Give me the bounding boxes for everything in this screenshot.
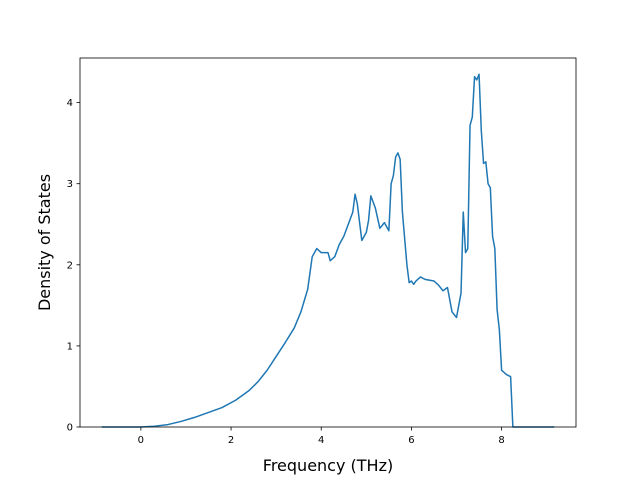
x-tick-label: 8 [498, 435, 504, 446]
ticks-layer: 0 2 4 6 8 0 1 2 3 4 [67, 98, 505, 446]
y-tick-label: 4 [67, 98, 73, 109]
x-tick-label: 2 [228, 435, 234, 446]
x-tick-label: 0 [138, 435, 144, 446]
axes-frame [79, 57, 577, 428]
y-tick-label: 2 [67, 260, 73, 271]
dos-series-line [101, 73, 555, 428]
y-axis-title: Density of States [35, 174, 54, 311]
x-tick-label: 6 [408, 435, 414, 446]
y-tick-label: 1 [67, 341, 73, 352]
y-tick-label: 3 [67, 179, 73, 190]
y-tick-label: 0 [67, 423, 73, 434]
x-tick-label: 4 [318, 435, 324, 446]
x-axis-title: Frequency (THz) [263, 456, 393, 475]
